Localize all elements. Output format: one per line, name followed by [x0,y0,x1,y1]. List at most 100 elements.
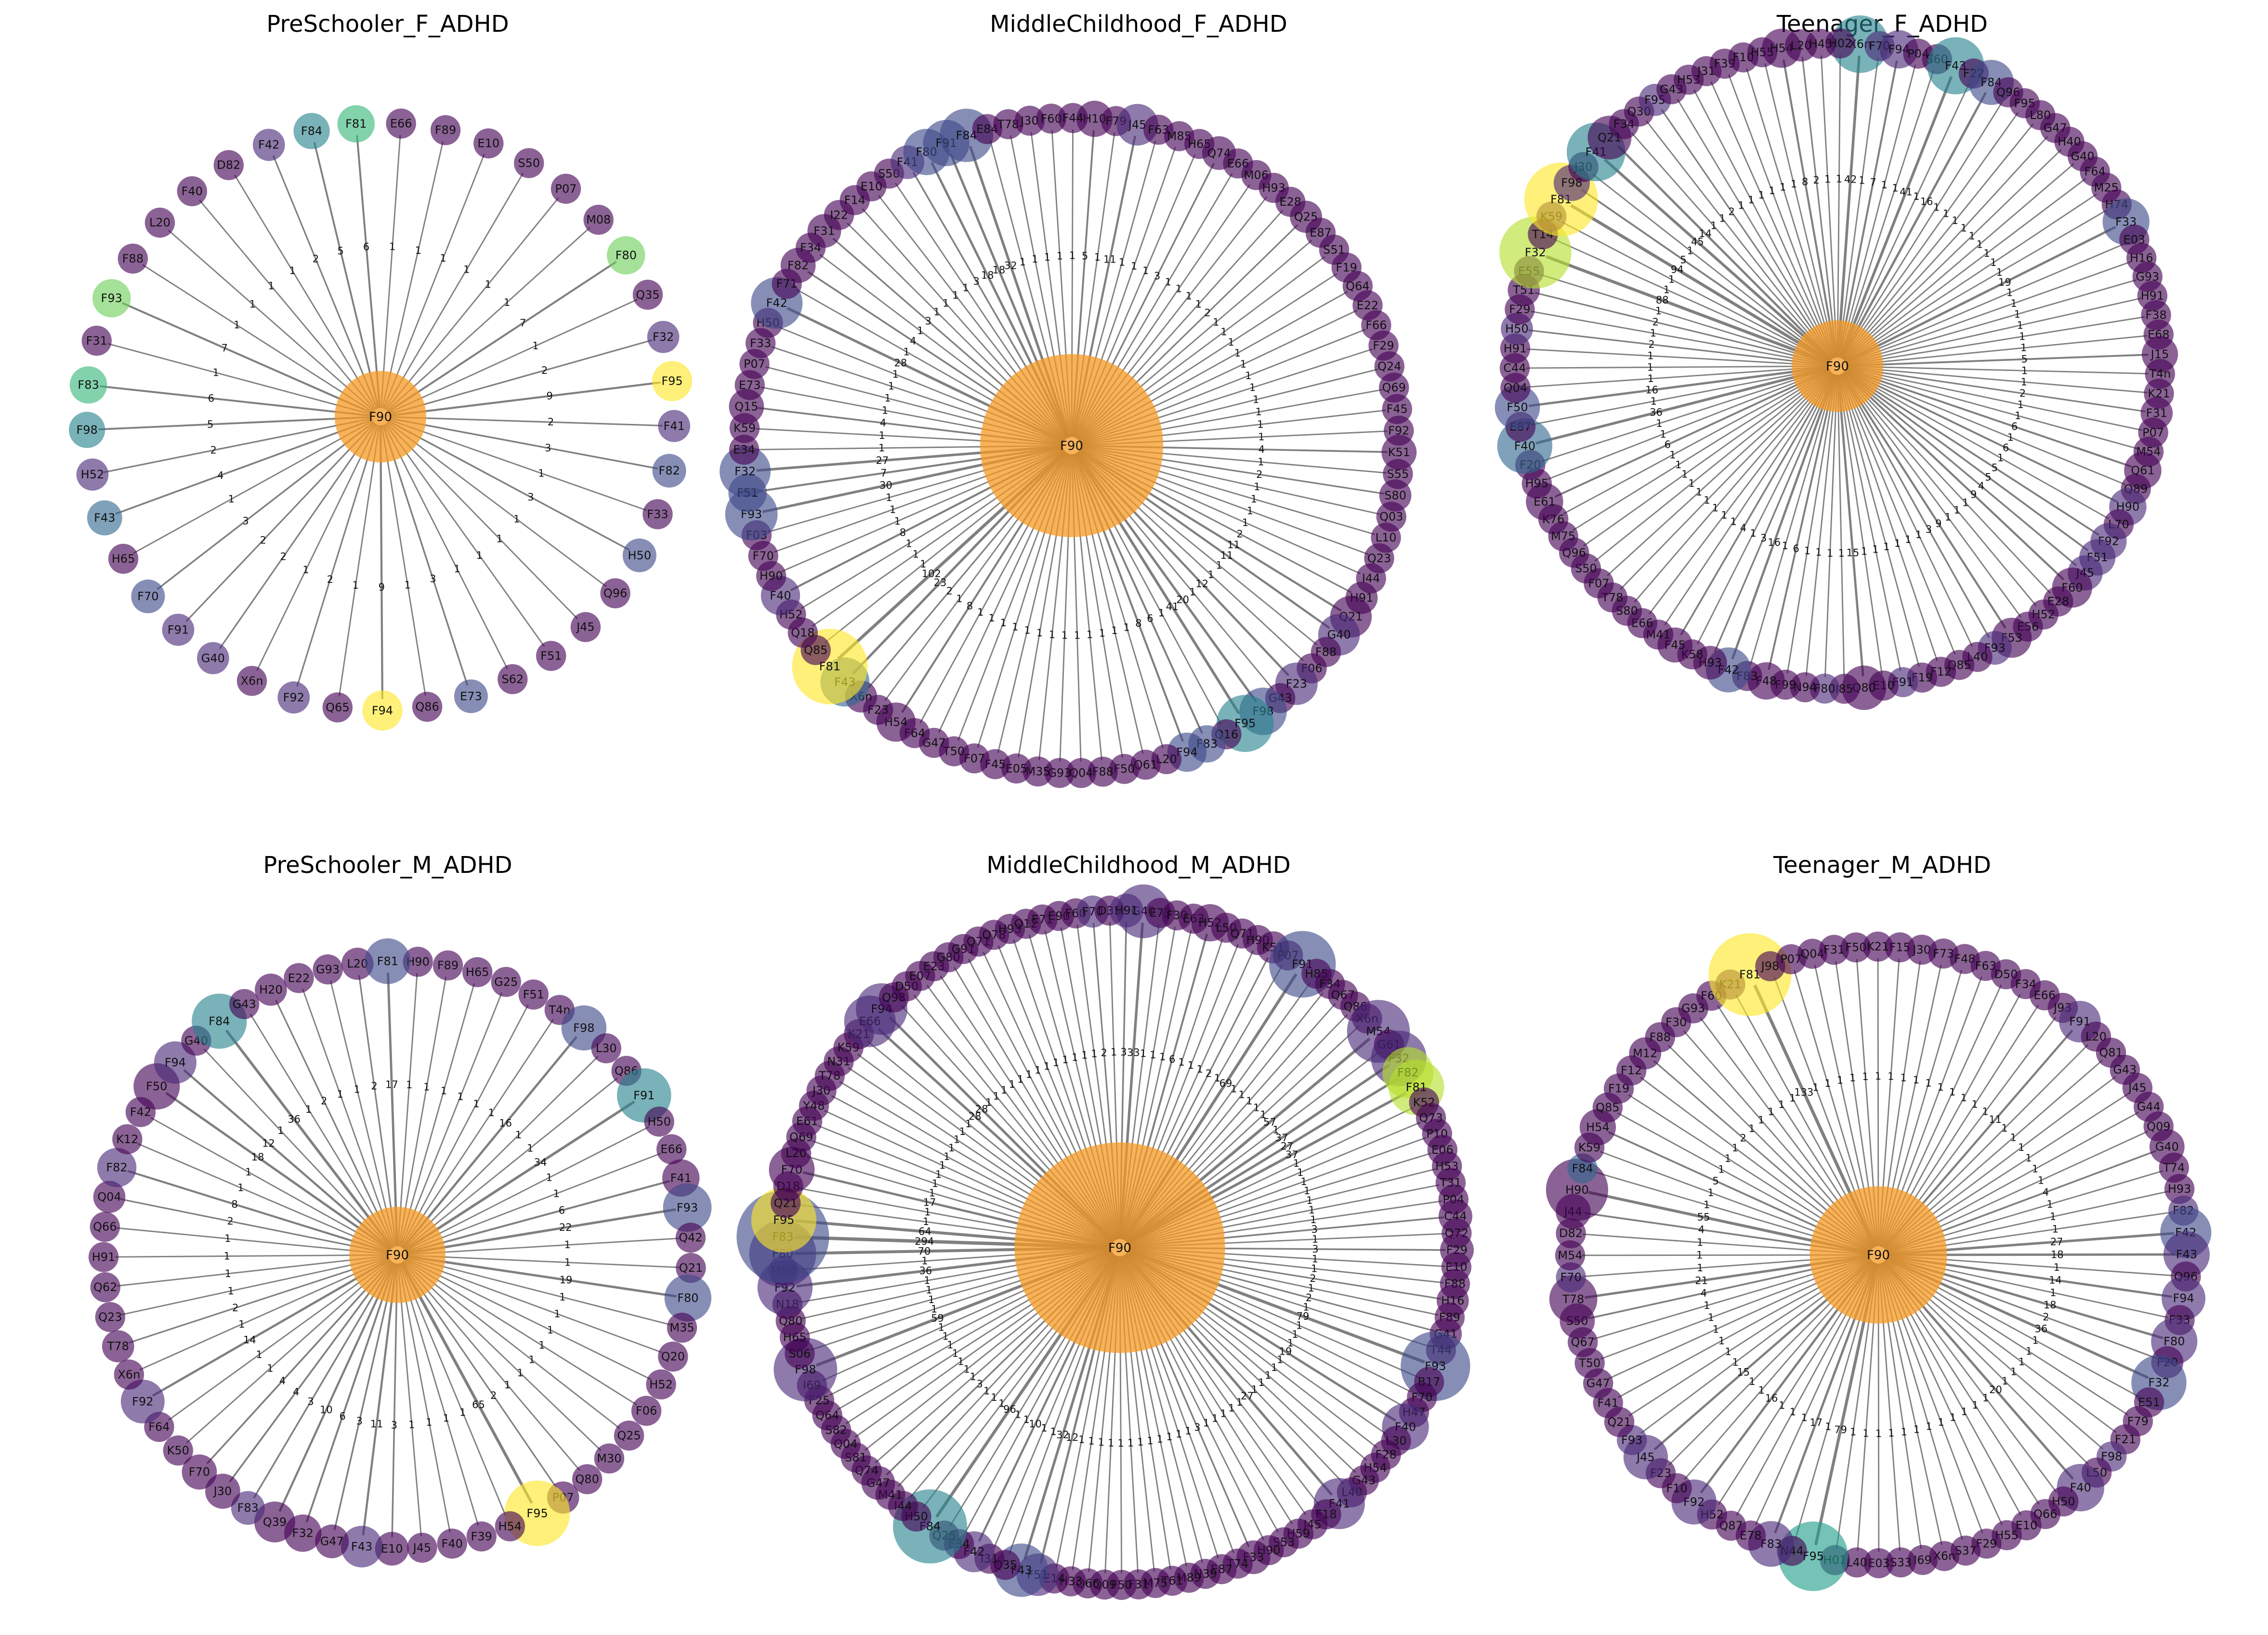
edge-weight-label: 1 [1972,1399,1978,1411]
edge-weight-label: 1 [277,1125,284,1136]
edge-weight-label: 1 [928,1294,934,1305]
edge-weight-label: 1 [1050,1426,1056,1437]
leaf-node [313,954,343,985]
edge-weight-label: 11 [1989,1114,2002,1125]
network-graph: 1 1 1 1 1 1 1111111111141112718114118236111112… [1546,931,2212,1591]
edge-weight-label: 1 [1972,1098,1978,1110]
center-node [1014,1142,1225,1353]
edge-weight-label: 1 [2038,1174,2044,1186]
leaf-node [466,1521,497,1552]
edge-weight-label: 1 [926,1284,932,1296]
edge-weight-label: 1 [1650,328,1656,339]
edge-weight-label: 1 [1850,1426,1856,1437]
edge-line [272,155,378,409]
edge-weight-label: 1 [884,393,891,404]
node-label: G93 [316,963,340,976]
leaf-node-group: X6nF70F94P04S60F43F22F84Q96F95L80G47H40G… [1495,15,2178,710]
node-label: F94 [372,704,393,717]
edge-weight-label: 1 [1836,173,1842,185]
edge-weight-label: 1 [1913,191,1919,202]
edge-weight-label: 1 [1292,1329,1298,1340]
leaf-node [1825,28,1856,59]
node-label: F89 [435,123,456,137]
edge-weight-label: 15 [1847,547,1860,558]
edge-line [1634,372,1833,603]
edge-line [1620,371,1832,590]
edge-line [1714,373,1835,653]
edge-weight-label: 10 [320,1404,333,1416]
node-label: P07 [555,182,577,196]
leaf-node [120,1379,165,1424]
edge-weight-label: 133 [1794,1087,1813,1098]
edge-weight-label: 14 [1699,228,1712,239]
edge-weight-label: 1 [1017,1073,1023,1085]
node-label: E22 [288,971,310,985]
edge-weight-label: 1 [1655,305,1662,317]
edge-line [296,424,379,687]
center-node [349,1207,446,1303]
panel-title: Teenager_M_ADHD [1773,852,1991,879]
edge-weight-label: 1 [1933,201,1940,213]
edge-weight-label: 2 [490,1390,497,1401]
edge-weight-label: 1 [1176,1428,1182,1440]
edge-weight-label: 1 [225,1268,231,1279]
edge-weight-label: 1 [1718,1335,1725,1346]
edge-weight-label: 1 [1020,256,1026,268]
edge-weight-label: 1 [1713,1324,1719,1335]
edge-line [398,976,447,1247]
edge-weight-label: 1 [886,492,892,503]
center-node [335,371,426,462]
edge-weight-label: 1 [1258,456,1264,468]
edge-weight-label: 1 [1190,586,1196,598]
node-label: Q20 [661,1350,685,1363]
edge-weight-label: 1 [892,369,899,380]
node-label: S62 [501,672,524,686]
edge-line [1836,374,1845,677]
edge-weight-label: 18 [981,269,994,281]
edge-weight-label: 1 [1247,505,1253,517]
edge-line [1749,374,1836,665]
edge-line [400,1263,506,1516]
edge-weight-label: 34 [534,1157,547,1168]
edge-line [391,1263,398,1537]
node-label: Q65 [326,700,349,714]
leaf-node [90,1272,120,1303]
edge-line [387,973,398,1247]
node-label: E66 [660,1143,682,1156]
edge-line [1617,145,1832,361]
edge-weight-label: 1 [931,1304,937,1315]
edge-weight-label: 1 [1303,1301,1309,1313]
edge-weight-label: 1 [1311,1263,1317,1275]
node-label: Q96 [603,587,627,600]
edge-weight-label: 96 [1003,1404,1016,1415]
edge-weight-label: 37 [1275,1132,1288,1144]
node-label: J30 [1020,114,1039,128]
edge-line [157,421,374,590]
edge-line [406,1255,677,1298]
edge-line [1842,372,2037,607]
node-label: F29 [1373,339,1394,352]
leaf-node [81,326,112,356]
edge-weight-label: 1 [2032,1163,2038,1175]
leaf-node [1014,105,1045,136]
edge-weight-label: 1 [1216,560,1222,571]
node-label: J45 [576,620,595,634]
edge-weight-label: 1 [515,1129,522,1141]
edge-label-group: 1 1 1 1111611341162211191111111265111131136… [224,1079,573,1431]
edge-weight-label: 1 [970,1371,976,1383]
edge-weight-label: 2 [1206,1068,1212,1079]
edge-line [98,416,372,431]
edge-weight-label: 1 [1023,1414,1030,1425]
edge-weight-label: 1 [1238,1089,1245,1101]
leaf-node [1863,1548,1894,1579]
edge-weight-label: 1 [913,548,919,560]
node-label: F92 [283,691,304,704]
edge-weight-label: 14 [243,1334,256,1345]
edge-line [100,385,372,417]
leaf-node [1841,932,1871,963]
node-label: F31 [86,334,107,347]
leaf-node [102,1330,134,1363]
node-label: F39 [471,1530,492,1543]
node-label: F70 [189,1465,210,1479]
leaf-node [514,148,544,178]
